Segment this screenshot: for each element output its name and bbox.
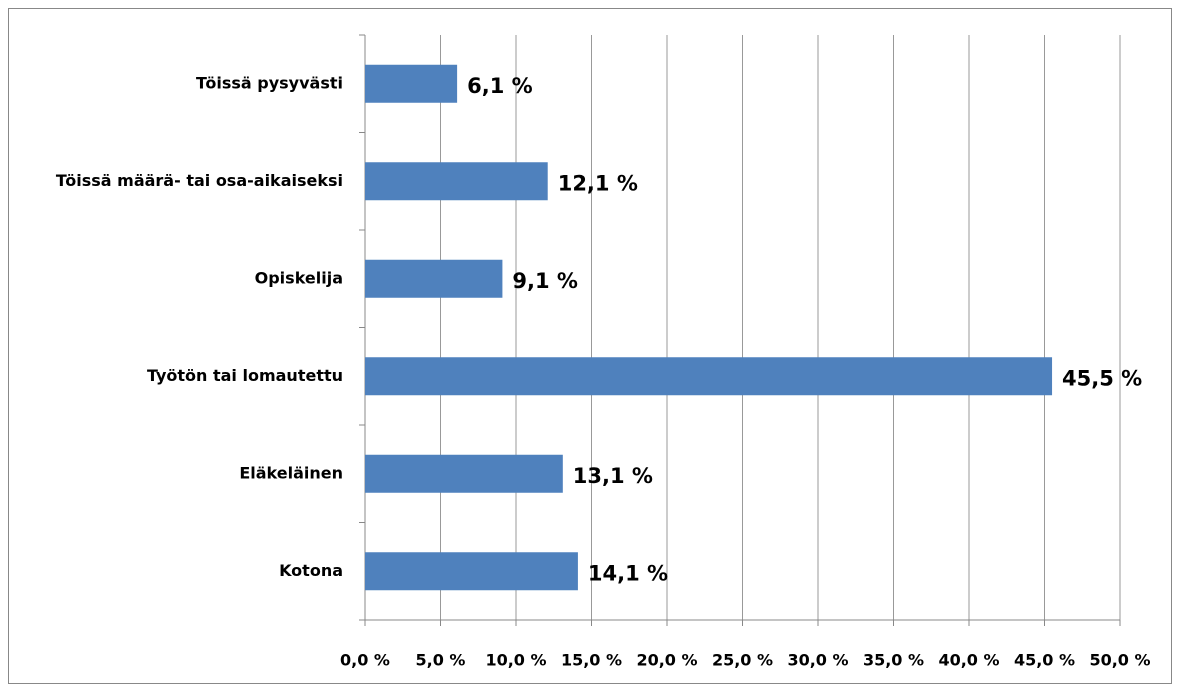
x-tick-label: 45,0 % [1014,651,1075,670]
value-label: 14,1 % [588,561,668,585]
y-tick-label: Kotona [279,561,343,580]
y-tick-label: Eläkeläinen [239,463,343,482]
bar [365,454,563,493]
x-tick-label: 35,0 % [863,651,924,670]
value-label: 6,1 % [467,74,533,98]
x-tick-label: 0,0 % [340,651,390,670]
x-tick-label: 25,0 % [712,651,773,670]
value-label: 13,1 % [573,464,653,488]
value-label: 12,1 % [558,171,638,195]
value-label: 9,1 % [512,269,578,293]
x-tick-label: 40,0 % [938,651,999,670]
y-tick-label: Opiskelija [255,268,343,287]
value-label: 45,5 % [1062,366,1142,390]
x-tick-label: 20,0 % [636,651,697,670]
bar [365,162,548,201]
x-tick-label: 50,0 % [1089,651,1150,670]
x-tick-label: 30,0 % [787,651,848,670]
x-tick-label: 10,0 % [485,651,546,670]
x-tick-label: 5,0 % [416,651,466,670]
bar [365,64,458,103]
bar [365,259,503,298]
bar [365,552,578,591]
y-tick-label: Töissä määrä- tai osa-aikaiseksi [56,171,343,190]
bar [365,357,1053,396]
y-tick-label: Töissä pysyvästi [196,73,343,92]
chart-frame [8,8,1172,684]
y-tick-label: Työtön tai lomautettu [147,366,343,385]
x-tick-label: 15,0 % [561,651,622,670]
